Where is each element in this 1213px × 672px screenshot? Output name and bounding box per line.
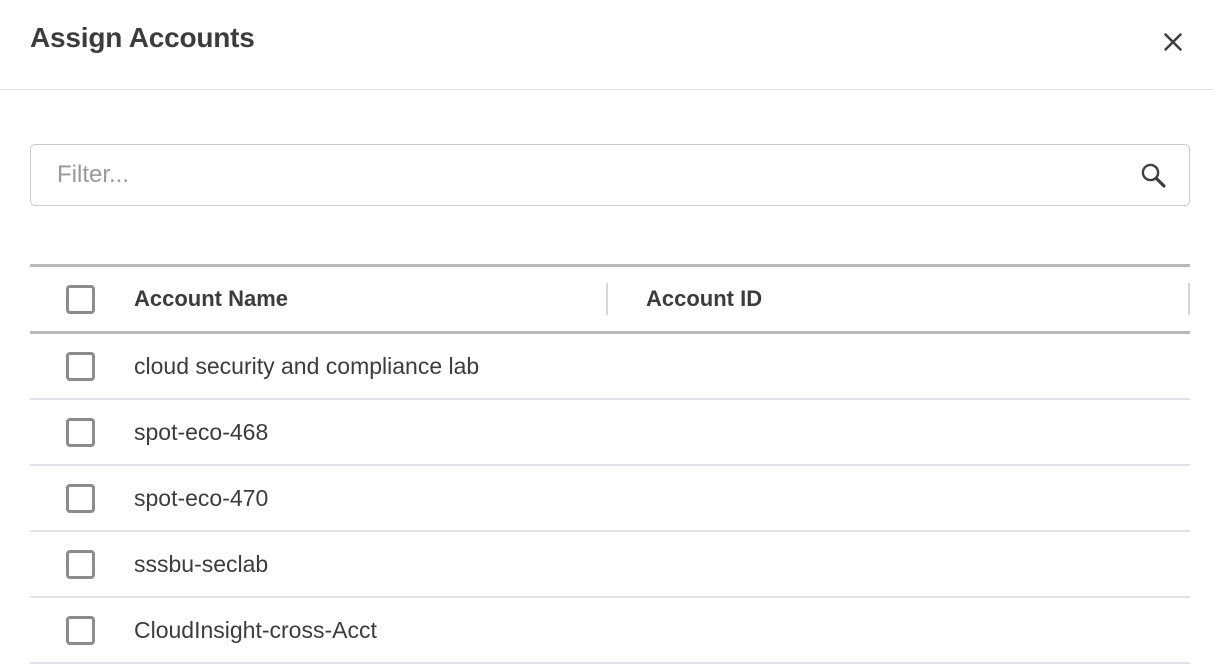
column-header-account-name-label: Account Name <box>134 286 289 311</box>
row-select-cell <box>30 417 134 447</box>
cell-account-name: cloud security and compliance lab <box>134 352 480 379</box>
cell-account-name: spot-eco-470 <box>134 484 269 511</box>
search-input[interactable] <box>30 144 1190 206</box>
filter-field <box>30 144 1190 206</box>
cell-account-name: spot-eco-468 <box>134 418 269 445</box>
column-header-account-id-label: Account ID <box>646 286 763 311</box>
column-divider[interactable] <box>1188 283 1190 315</box>
table-header-row: Account Name Account ID <box>30 264 1190 334</box>
row-checkbox[interactable] <box>66 417 95 447</box>
row-checkbox[interactable] <box>66 351 95 381</box>
column-header-account-id[interactable]: Account ID <box>608 267 1190 331</box>
column-header-account-name[interactable]: Account Name <box>134 267 608 331</box>
table-row[interactable]: spot-eco-468 <box>30 400 1190 466</box>
row-select-cell <box>30 483 134 513</box>
close-button[interactable] <box>1155 24 1191 60</box>
table-row[interactable]: sssbu-seclab <box>30 532 1190 598</box>
dialog-header: Assign Accounts <box>0 0 1213 90</box>
table-row[interactable]: spot-eco-470 <box>30 466 1190 532</box>
row-select-cell <box>30 549 134 579</box>
row-select-cell <box>30 615 134 645</box>
search-icon[interactable] <box>1136 158 1170 192</box>
cell-account-name: CloudInsight-cross-Acct <box>134 616 377 643</box>
row-checkbox[interactable] <box>66 615 95 645</box>
select-all-checkbox[interactable] <box>66 284 95 314</box>
column-divider[interactable] <box>606 283 608 315</box>
row-select-cell <box>30 351 134 381</box>
select-all-cell <box>30 284 134 314</box>
table-row[interactable]: CloudInsight-cross-Acct <box>30 598 1190 664</box>
cell-account-name: sssbu-seclab <box>134 550 269 577</box>
close-icon <box>1161 30 1185 54</box>
table-row[interactable]: cloud security and compliance lab <box>30 334 1190 400</box>
row-checkbox[interactable] <box>66 483 95 513</box>
row-checkbox[interactable] <box>66 549 95 579</box>
page-title: Assign Accounts <box>30 22 255 53</box>
accounts-table: Account Name Account ID cloud security a… <box>30 264 1190 664</box>
